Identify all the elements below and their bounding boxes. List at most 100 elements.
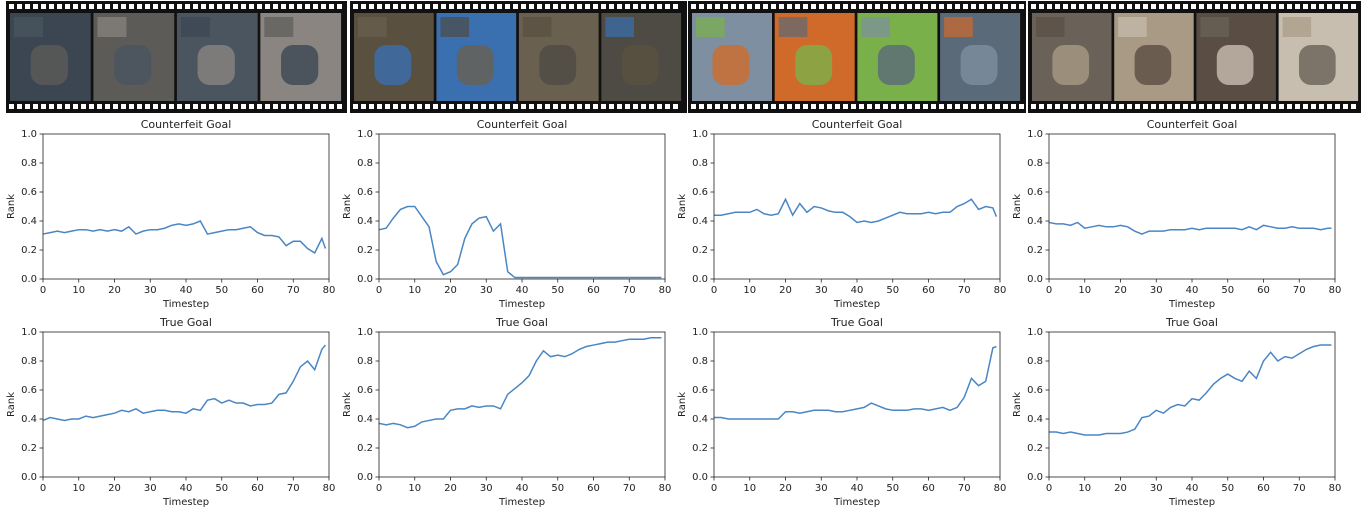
x-tick-label: 0 — [711, 285, 717, 296]
data-line — [378, 337, 662, 429]
film-perforation — [947, 104, 952, 109]
x-tick-label: 80 — [659, 483, 672, 494]
x-tick-label: 20 — [108, 483, 121, 494]
film-perforation — [321, 104, 326, 109]
x-tick-label: 30 — [815, 483, 828, 494]
film-perforation — [449, 104, 454, 109]
film-perforation — [779, 4, 784, 9]
film-perforation — [481, 104, 486, 109]
y-tick-label: 0.0 — [692, 274, 708, 285]
film-perforation — [153, 104, 158, 109]
film-perforation — [979, 4, 984, 9]
film-perforation — [105, 4, 110, 9]
x-tick-label: 0 — [376, 483, 382, 494]
video-frame-detail — [539, 45, 577, 85]
film-perforation — [185, 104, 190, 109]
x-tick-label: 10 — [408, 285, 421, 296]
x-tick-label: 50 — [1221, 285, 1234, 296]
film-perforation — [201, 104, 206, 109]
film-perforation — [649, 104, 654, 109]
film-perforation — [899, 104, 904, 109]
y-tick-label: 0.4 — [692, 216, 708, 227]
y-tick-label: 0.6 — [357, 187, 373, 198]
film-perforation — [1055, 4, 1060, 9]
film-perforation — [859, 104, 864, 109]
film-perforation — [1327, 104, 1332, 109]
y-tick-label: 0.2 — [692, 443, 708, 454]
y-tick-label: 1.0 — [21, 129, 37, 140]
film-perforation — [593, 104, 598, 109]
film-perforation — [409, 4, 414, 9]
film-perforation — [481, 4, 486, 9]
x-tick-label: 60 — [587, 285, 600, 296]
film-perforation — [811, 4, 816, 9]
film-perforation — [907, 4, 912, 9]
x-tick-label: 50 — [215, 483, 228, 494]
film-perforation — [939, 4, 944, 9]
video-frame-detail — [358, 17, 387, 37]
film-perforation — [497, 104, 502, 109]
y-tick-label: 0.8 — [21, 158, 37, 169]
film-perforation — [169, 4, 174, 9]
film-perforation — [955, 104, 960, 109]
video-frame-detail — [1200, 17, 1229, 37]
film-perforation — [73, 104, 78, 109]
film-perforation — [553, 4, 558, 9]
film-perforation — [819, 104, 824, 109]
film-perforation — [1175, 104, 1180, 109]
x-tick-label: 60 — [1257, 483, 1270, 494]
y-tick-label: 0.8 — [692, 356, 708, 367]
video-frame-detail — [197, 45, 235, 85]
film-perforation — [1063, 4, 1068, 9]
film-perforation — [41, 4, 46, 9]
x-tick-label: 50 — [551, 285, 564, 296]
y-tick-label: 0.0 — [1027, 472, 1043, 483]
x-tick-label: 10 — [1078, 483, 1091, 494]
film-perforation — [41, 104, 46, 109]
chart-title: True Goal — [159, 316, 212, 329]
film-perforation — [803, 104, 808, 109]
x-tick-label: 70 — [958, 483, 971, 494]
film-perforation — [193, 4, 198, 9]
video-frame-detail — [522, 17, 552, 37]
film-perforation — [1223, 104, 1228, 109]
film-perforation — [1087, 104, 1092, 109]
film-perforation — [273, 4, 278, 9]
film-perforation — [585, 4, 590, 9]
film-perforation — [995, 4, 1000, 9]
film-perforation — [1111, 104, 1116, 109]
video-frame-detail — [440, 17, 470, 37]
film-perforation — [473, 4, 478, 9]
film-perforation — [673, 104, 678, 109]
y-tick-label: 0.0 — [21, 472, 37, 483]
film-perforation — [915, 4, 920, 9]
x-tick-label: 0 — [40, 483, 46, 494]
x-tick-label: 80 — [994, 483, 1007, 494]
film-perforation — [1271, 4, 1276, 9]
film-strip — [6, 1, 347, 113]
film-perforation — [747, 104, 752, 109]
y-axis-label: Rank — [342, 392, 353, 417]
chart-title: Counterfeit Goal — [141, 118, 232, 131]
y-tick-label: 0.0 — [21, 274, 37, 285]
film-perforation — [289, 4, 294, 9]
film-perforation — [1159, 104, 1164, 109]
film-perforation — [795, 4, 800, 9]
film-perforation — [321, 4, 326, 9]
film-perforation — [955, 4, 960, 9]
film-perforation — [1263, 4, 1268, 9]
film-perforation — [1199, 104, 1204, 109]
film-perforation — [137, 4, 142, 9]
y-tick-label: 0.8 — [692, 158, 708, 169]
film-perforation — [1151, 4, 1156, 9]
y-tick-label: 1.0 — [21, 327, 37, 338]
film-perforation — [1239, 4, 1244, 9]
film-perforation — [649, 4, 654, 9]
x-tick-label: 50 — [886, 483, 899, 494]
data-line — [1049, 344, 1332, 436]
film-perforation — [273, 104, 278, 109]
y-tick-label: 0.6 — [357, 385, 373, 396]
film-perforation — [1319, 104, 1324, 109]
chart: True Goal Timestep Rank 0.0 0.2 0.4 0.6 0.8 1.0 0… — [1012, 316, 1341, 508]
film-perforation — [915, 104, 920, 109]
